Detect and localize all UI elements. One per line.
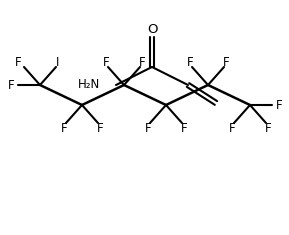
Text: F: F (139, 55, 145, 68)
Text: F: F (145, 122, 151, 136)
Text: O: O (147, 23, 157, 35)
Text: H₂N: H₂N (78, 78, 100, 90)
Text: F: F (187, 55, 193, 68)
Text: F: F (265, 122, 271, 136)
Text: F: F (103, 55, 109, 68)
Text: F: F (181, 122, 187, 136)
Text: F: F (15, 55, 21, 68)
Text: F: F (8, 78, 14, 91)
Text: I: I (56, 55, 60, 68)
Text: F: F (229, 122, 235, 136)
Text: F: F (276, 98, 282, 111)
Text: F: F (223, 55, 229, 68)
Text: F: F (97, 122, 103, 136)
Text: F: F (61, 122, 67, 136)
